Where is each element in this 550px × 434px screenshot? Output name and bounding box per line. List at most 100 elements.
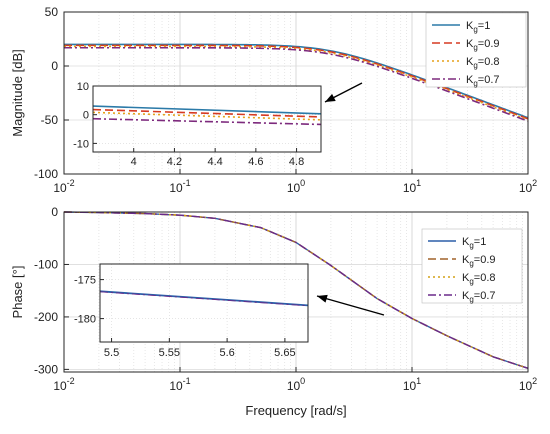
legend-entry-label: Kg=0.9 (466, 38, 500, 52)
legend-main: K (466, 38, 474, 50)
legend-tail: =0.8 (474, 272, 496, 284)
inset-frame (99, 263, 309, 343)
x-tick-base: 10 (519, 181, 533, 195)
x-tick-exponent: 1 (416, 376, 421, 386)
legend-main: K (466, 20, 474, 32)
inset-y-tick-label: -180 (74, 314, 96, 326)
x-axis-label: Frequency [rad/s] (245, 403, 346, 418)
phase-y-axis-label: Phase [°] (10, 266, 25, 319)
x-tick-base: 10 (403, 181, 417, 195)
x-tick-label: 100 (287, 376, 305, 393)
legend-tail: =0.9 (478, 38, 500, 50)
inset-x-tick-label: 5.55 (159, 347, 180, 359)
y-tick-label: -200 (34, 310, 58, 324)
x-tick-exponent: -1 (183, 178, 191, 188)
zoom-arrow-head (325, 93, 336, 102)
inset-series-line (99, 290, 309, 307)
inset-x-tick-label: 5.5 (104, 347, 119, 359)
y-tick-label: -300 (34, 362, 58, 376)
y-tick-label: -100 (34, 257, 58, 271)
legend-main: K (462, 236, 470, 248)
legend-main: K (462, 290, 470, 302)
legend-subscript: g (473, 79, 477, 88)
phase-inset: 5.5 5.55 5.6 5.65 -180 -175 (74, 263, 309, 359)
legend-subscript: g (469, 241, 473, 250)
inset-x-tick-label: 5.65 (274, 347, 295, 359)
inset-series-line (92, 117, 322, 126)
magnitude-y-axis-label: Magnitude [dB] (10, 49, 25, 136)
x-tick-exponent: 2 (532, 376, 537, 386)
legend-subscript: g (469, 295, 473, 304)
inset-x-tick-label: 4.4 (207, 156, 222, 168)
y-tick-label: -50 (41, 113, 59, 127)
x-tick-exponent: 0 (300, 178, 305, 188)
legend-subscript: g (469, 259, 473, 268)
x-tick-label: 102 (519, 376, 537, 393)
legend-entry-label: Kg=0.8 (462, 272, 496, 286)
inset-y-tick-label: -10 (73, 138, 89, 150)
zoom-arrow-shaft (316, 295, 385, 316)
x-tick-base: 10 (169, 181, 183, 195)
x-tick-exponent: -2 (67, 178, 75, 188)
inset-series-line (92, 111, 322, 121)
inset-x-tick-label: 4.2 (167, 156, 182, 168)
inset-x-tick-label: 4.8 (289, 156, 304, 168)
legend-subscript: g (473, 43, 477, 52)
legend-tail: =1 (478, 20, 491, 32)
x-tick-exponent: -1 (183, 376, 191, 386)
x-tick-base: 10 (519, 379, 533, 393)
x-tick-label: 101 (403, 178, 421, 195)
magnitude-series-line (64, 44, 529, 120)
inset-frame (92, 85, 322, 153)
x-tick-label: 10-2 (53, 178, 74, 195)
legend-tail: =0.7 (474, 290, 496, 302)
legend-main: K (462, 254, 470, 266)
legend-main: K (466, 74, 474, 86)
inset-x-tick-label: 4 (131, 156, 137, 168)
x-tick-exponent: 1 (416, 178, 421, 188)
zoom-arrow-head (317, 294, 328, 303)
legend-entry-label: Kg=1 (462, 236, 486, 250)
x-tick-base: 10 (287, 379, 301, 393)
legend-subscript: g (473, 61, 477, 70)
x-tick-base: 10 (287, 181, 301, 195)
legend-tail: =1 (474, 236, 487, 248)
x-tick-base: 10 (53, 379, 67, 393)
x-tick-label: 10-1 (169, 376, 190, 393)
inset-series-line-overlay (99, 291, 309, 307)
inset-series-line (92, 105, 322, 115)
inset-x-tick-label: 5.6 (219, 347, 234, 359)
legend-entry-label: Kg=0.7 (466, 74, 500, 88)
inset-series-line (92, 108, 322, 118)
phase-series-line (63, 211, 529, 369)
x-tick-base: 10 (169, 379, 183, 393)
x-tick-exponent: 0 (300, 376, 305, 386)
x-tick-exponent: 2 (532, 178, 537, 188)
x-tick-base: 10 (403, 379, 417, 393)
x-tick-label: 100 (287, 178, 305, 195)
legend-subscript: g (469, 277, 473, 286)
legend-main: K (462, 272, 470, 284)
legend-entry-label: Kg=0.7 (462, 290, 496, 304)
magnitude-inset: 4 4.2 4.4 4.6 4.8 -10 0 10 (73, 81, 322, 168)
legend-entry-label: Kg=0.8 (466, 56, 500, 70)
legend-main: K (466, 56, 474, 68)
legend-entry-label: Kg=1 (466, 20, 490, 34)
x-tick-exponent: -2 (67, 376, 75, 386)
x-tick-base: 10 (53, 181, 67, 195)
magnitude-series-line (64, 43, 529, 119)
inset-y-tick-label: 0 (83, 110, 89, 122)
x-tick-label: 102 (519, 178, 537, 195)
legend-tail: =0.8 (478, 56, 500, 68)
inset-y-tick-label: 10 (77, 81, 89, 93)
phase-series-line (63, 211, 529, 369)
y-tick-label: 0 (51, 205, 58, 219)
y-tick-label: 0 (51, 59, 58, 73)
legend-tail: =0.9 (474, 254, 496, 266)
inset-x-tick-label: 4.6 (248, 156, 263, 168)
legend-subscript: g (473, 25, 477, 34)
x-tick-label: 10-2 (53, 376, 74, 393)
